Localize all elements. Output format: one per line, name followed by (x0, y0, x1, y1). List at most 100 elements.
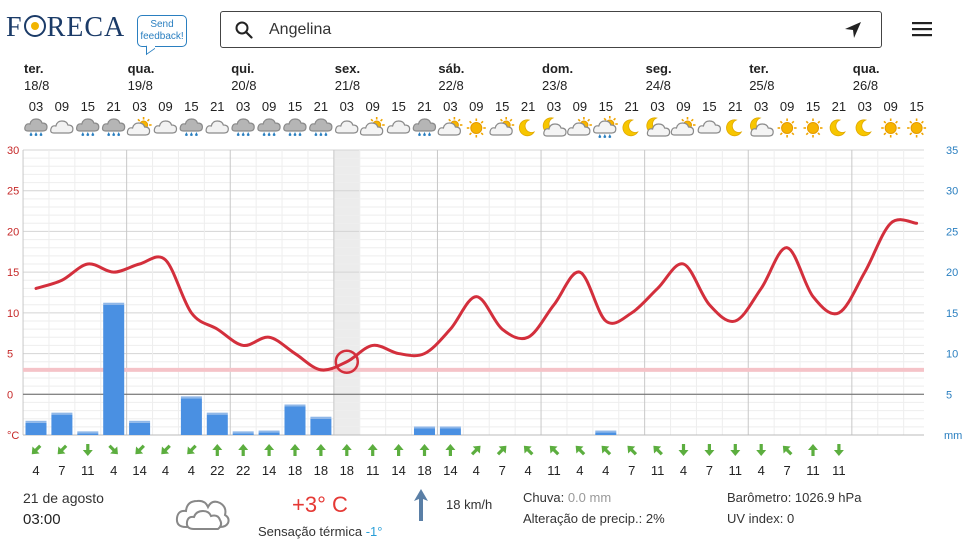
feels-label: Sensação térmica (258, 524, 363, 539)
header: F RECA Send feedback! (0, 0, 976, 60)
current-conditions: 21 de agosto 03:00 +3° C Sensação térmic… (0, 485, 976, 559)
wind-arrow-icon (782, 445, 793, 456)
wind-arrow-icon (808, 444, 818, 456)
temp-axis-tick: 10 (7, 308, 19, 320)
precip-bar (103, 304, 125, 435)
cloud-icon (205, 120, 229, 134)
hour-label: 03 (443, 99, 457, 114)
precip-bar-cap (180, 396, 202, 399)
precip-bar-cap (103, 302, 125, 305)
rain-cloud-icon (24, 118, 48, 137)
hour-label: 15 (288, 99, 302, 114)
moon-icon (829, 119, 846, 137)
hour-label: 03 (547, 99, 561, 114)
wind-arrow-icon (393, 444, 404, 456)
wind-arrow-icon (161, 444, 171, 455)
rain-cloud-icon (76, 118, 100, 137)
sun-icon (907, 118, 927, 138)
precip-bar (51, 414, 73, 435)
wind-arrow-icon (238, 444, 249, 456)
hour-label: 15 (391, 99, 405, 114)
foreca-logo[interactable]: F RECA (6, 12, 126, 43)
temp-axis-tick: 0 (7, 389, 13, 401)
precip-axis-tick: 25 (946, 226, 958, 238)
temp-axis-tick: 30 (7, 145, 19, 157)
wind-speed-label: 4 (110, 463, 117, 478)
precip-axis-tick: 10 (946, 349, 958, 361)
sun-icon (777, 118, 797, 138)
moon-cloud-icon (646, 117, 671, 137)
moon-icon (726, 119, 743, 137)
precip-bar-cap (51, 412, 73, 415)
sun-cloud-icon (567, 117, 592, 136)
temperature-line (34, 218, 919, 372)
search-icon[interactable] (235, 21, 253, 39)
precip-bar-cap (206, 412, 228, 415)
precip-axis-tick: 15 (946, 308, 958, 320)
precip-bar-cap (232, 431, 254, 434)
hamburger-menu-icon[interactable] (912, 20, 934, 38)
location-arrow-icon[interactable] (843, 20, 863, 40)
hour-label: 09 (573, 99, 587, 114)
precip-bar (232, 433, 254, 435)
day-date: 23/8 (542, 78, 567, 93)
rain: Chuva: 0.0 mm (523, 490, 611, 505)
wind-arrow-icon (212, 444, 223, 456)
wind-speed-label: 4 (162, 463, 169, 478)
cloud-icon (175, 499, 230, 530)
precip-bar (414, 428, 435, 435)
search-box[interactable] (220, 11, 882, 48)
wind-arrow-icon (290, 444, 300, 456)
hour-label: 03 (29, 99, 43, 114)
precip-bar (77, 433, 99, 435)
rain-cloud-icon (231, 118, 255, 137)
day-date: 25/8 (749, 78, 774, 93)
wind-speed-label: 7 (783, 463, 790, 478)
forecast-chart[interactable]: 30 25 20 15 10 5 0 °C 35 30 25 20 15 10 5 mm ter. 18/8 qua… (0, 58, 976, 485)
wind-arrow-icon (315, 444, 326, 456)
rain-cloud-icon (412, 118, 437, 137)
feedback-line1: Send (150, 19, 174, 30)
wind-arrow-icon (264, 444, 275, 456)
current-temp-marker (334, 349, 360, 374)
moon-cloud-icon (542, 117, 567, 137)
precip-bar (284, 406, 306, 435)
hour-label: 21 (832, 99, 846, 114)
precip-axis-unit: mm (944, 430, 962, 442)
wind-speed-label: 4 (524, 463, 531, 478)
precip-bar (25, 422, 47, 435)
hour-label: 15 (702, 99, 716, 114)
temp-axis-tick: 5 (7, 349, 13, 361)
temp-axis-tick: 20 (7, 226, 19, 238)
hour-label: 03 (650, 99, 664, 114)
precip-bar (206, 414, 228, 435)
precip-axis-tick: 30 (946, 186, 958, 198)
precip-axis-tick: 35 (946, 145, 958, 157)
wind-speed-label: 11 (81, 463, 95, 478)
sun-icon (881, 118, 901, 138)
rain-value: 0.0 mm (567, 490, 612, 505)
wind-speed-label: 22 (210, 463, 224, 478)
precip-bar (180, 398, 202, 435)
hour-label: 21 (106, 99, 120, 114)
current-time: 03:00 (23, 511, 61, 528)
hour-label: 15 (495, 99, 509, 114)
cloud-icon (153, 120, 178, 134)
wind-arrow-icon (135, 444, 145, 455)
day-name: ter. (749, 61, 769, 76)
wind-speed: 18 km/h (446, 497, 493, 512)
current-time-column (333, 150, 360, 435)
sun-cloud-icon (489, 117, 515, 136)
wind-speed-label: 14 (443, 463, 457, 478)
wind-arrow-icon (627, 445, 638, 456)
send-feedback-button[interactable]: Send feedback! (137, 15, 187, 47)
moon-icon (622, 119, 639, 137)
rain-cloud-icon (179, 118, 204, 137)
hour-label: 21 (417, 99, 431, 114)
hour-label: 15 (184, 99, 198, 114)
hour-label: 09 (262, 99, 276, 114)
cloud-icon (386, 120, 411, 134)
wind-arrow-icon (833, 444, 844, 456)
search-input[interactable] (269, 17, 829, 42)
precip-bar (310, 418, 332, 435)
